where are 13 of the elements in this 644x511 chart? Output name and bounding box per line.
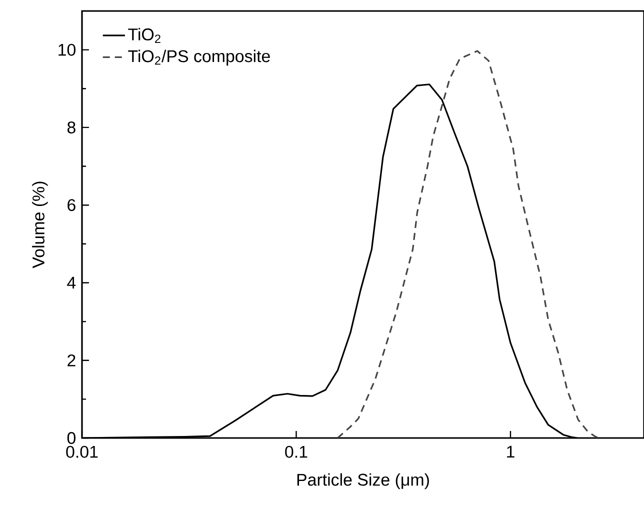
x-axis-title: Particle Size (μm) (297, 473, 429, 490)
y-tick-label: 6 (68, 199, 76, 212)
y-tick-label: 2 (68, 354, 76, 366)
y-axis-title: Volume (%) (32, 182, 48, 268)
y-tick-label: 10 (58, 44, 76, 56)
x-tick-label: 1 (507, 446, 514, 458)
x-tick-label: 0.1 (285, 446, 308, 458)
x-tick-label: 0.01 (66, 446, 98, 458)
y-tick-label: 4 (67, 276, 76, 289)
legend-label: TiO$_{2}$/PS composite (128, 50, 270, 66)
y-tick-label: 0 (67, 432, 76, 444)
y-tick-label: 8 (67, 121, 76, 134)
legend-label: TiO$_{2}$ (128, 28, 160, 43)
